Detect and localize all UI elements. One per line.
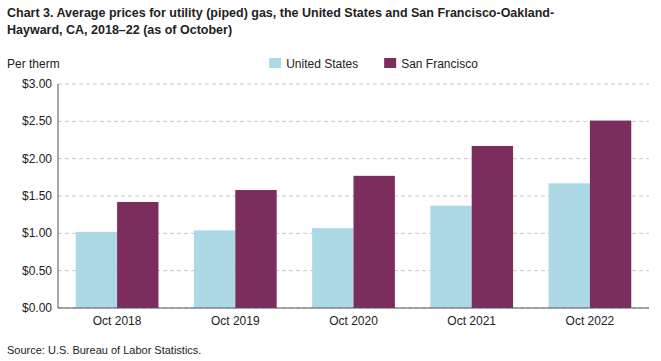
- bar: [590, 121, 631, 308]
- y-tick-label: $1.00: [22, 226, 52, 240]
- title: Chart 3. Average prices for utility (pip…: [7, 6, 554, 20]
- bar: [117, 202, 158, 308]
- bar: [430, 206, 471, 308]
- x-tick-label: Oct 2020: [329, 314, 378, 328]
- y-axis-line: [58, 84, 59, 308]
- legend-label: San Francisco: [401, 57, 478, 71]
- bar: [354, 176, 395, 308]
- bars: [76, 121, 632, 308]
- bar: [549, 183, 590, 308]
- bar: [312, 228, 353, 308]
- chart-svg: Chart 3. Average prices for utility (pip…: [0, 0, 661, 361]
- x-tick-label: Oct 2018: [93, 314, 142, 328]
- source: Source: U.S. Bureau of Labor Statistics.: [7, 344, 201, 356]
- grid-line: [58, 121, 649, 122]
- grid-line: [58, 308, 649, 309]
- grid-line: [58, 158, 649, 159]
- legend-swatch: [269, 58, 281, 68]
- y-tick-label: $2.50: [22, 114, 52, 128]
- x-axis-line: [58, 308, 649, 309]
- legend-swatch: [384, 58, 396, 68]
- x-tick-label: Oct 2019: [211, 314, 260, 328]
- x-tick-label: Oct 2021: [447, 314, 496, 328]
- x-tick-label: Oct 2022: [566, 314, 615, 328]
- bar: [235, 190, 276, 308]
- legend-item: San Francisco: [384, 57, 478, 71]
- bar: [194, 230, 235, 308]
- bar: [472, 146, 513, 308]
- grid: [58, 84, 649, 308]
- y-tick-label: $1.50: [22, 189, 52, 203]
- y-axis-label: Per therm: [7, 57, 60, 71]
- legend-item: United States: [269, 57, 358, 71]
- legend-label: United States: [286, 57, 358, 71]
- legend: United States San Francisco: [269, 57, 478, 71]
- y-tick-label: $2.00: [22, 152, 52, 166]
- chart-container: Chart 3. Average prices for utility (pip…: [0, 0, 661, 361]
- subtitle: Hayward, CA, 2018–22 (as of October): [7, 23, 232, 37]
- y-tick-label: $0.50: [22, 264, 52, 278]
- background: [0, 0, 661, 361]
- y-tick-label: $3.00: [22, 77, 52, 91]
- y-tick-label: $0.00: [22, 301, 52, 315]
- grid-line: [58, 84, 649, 85]
- bar: [76, 232, 117, 308]
